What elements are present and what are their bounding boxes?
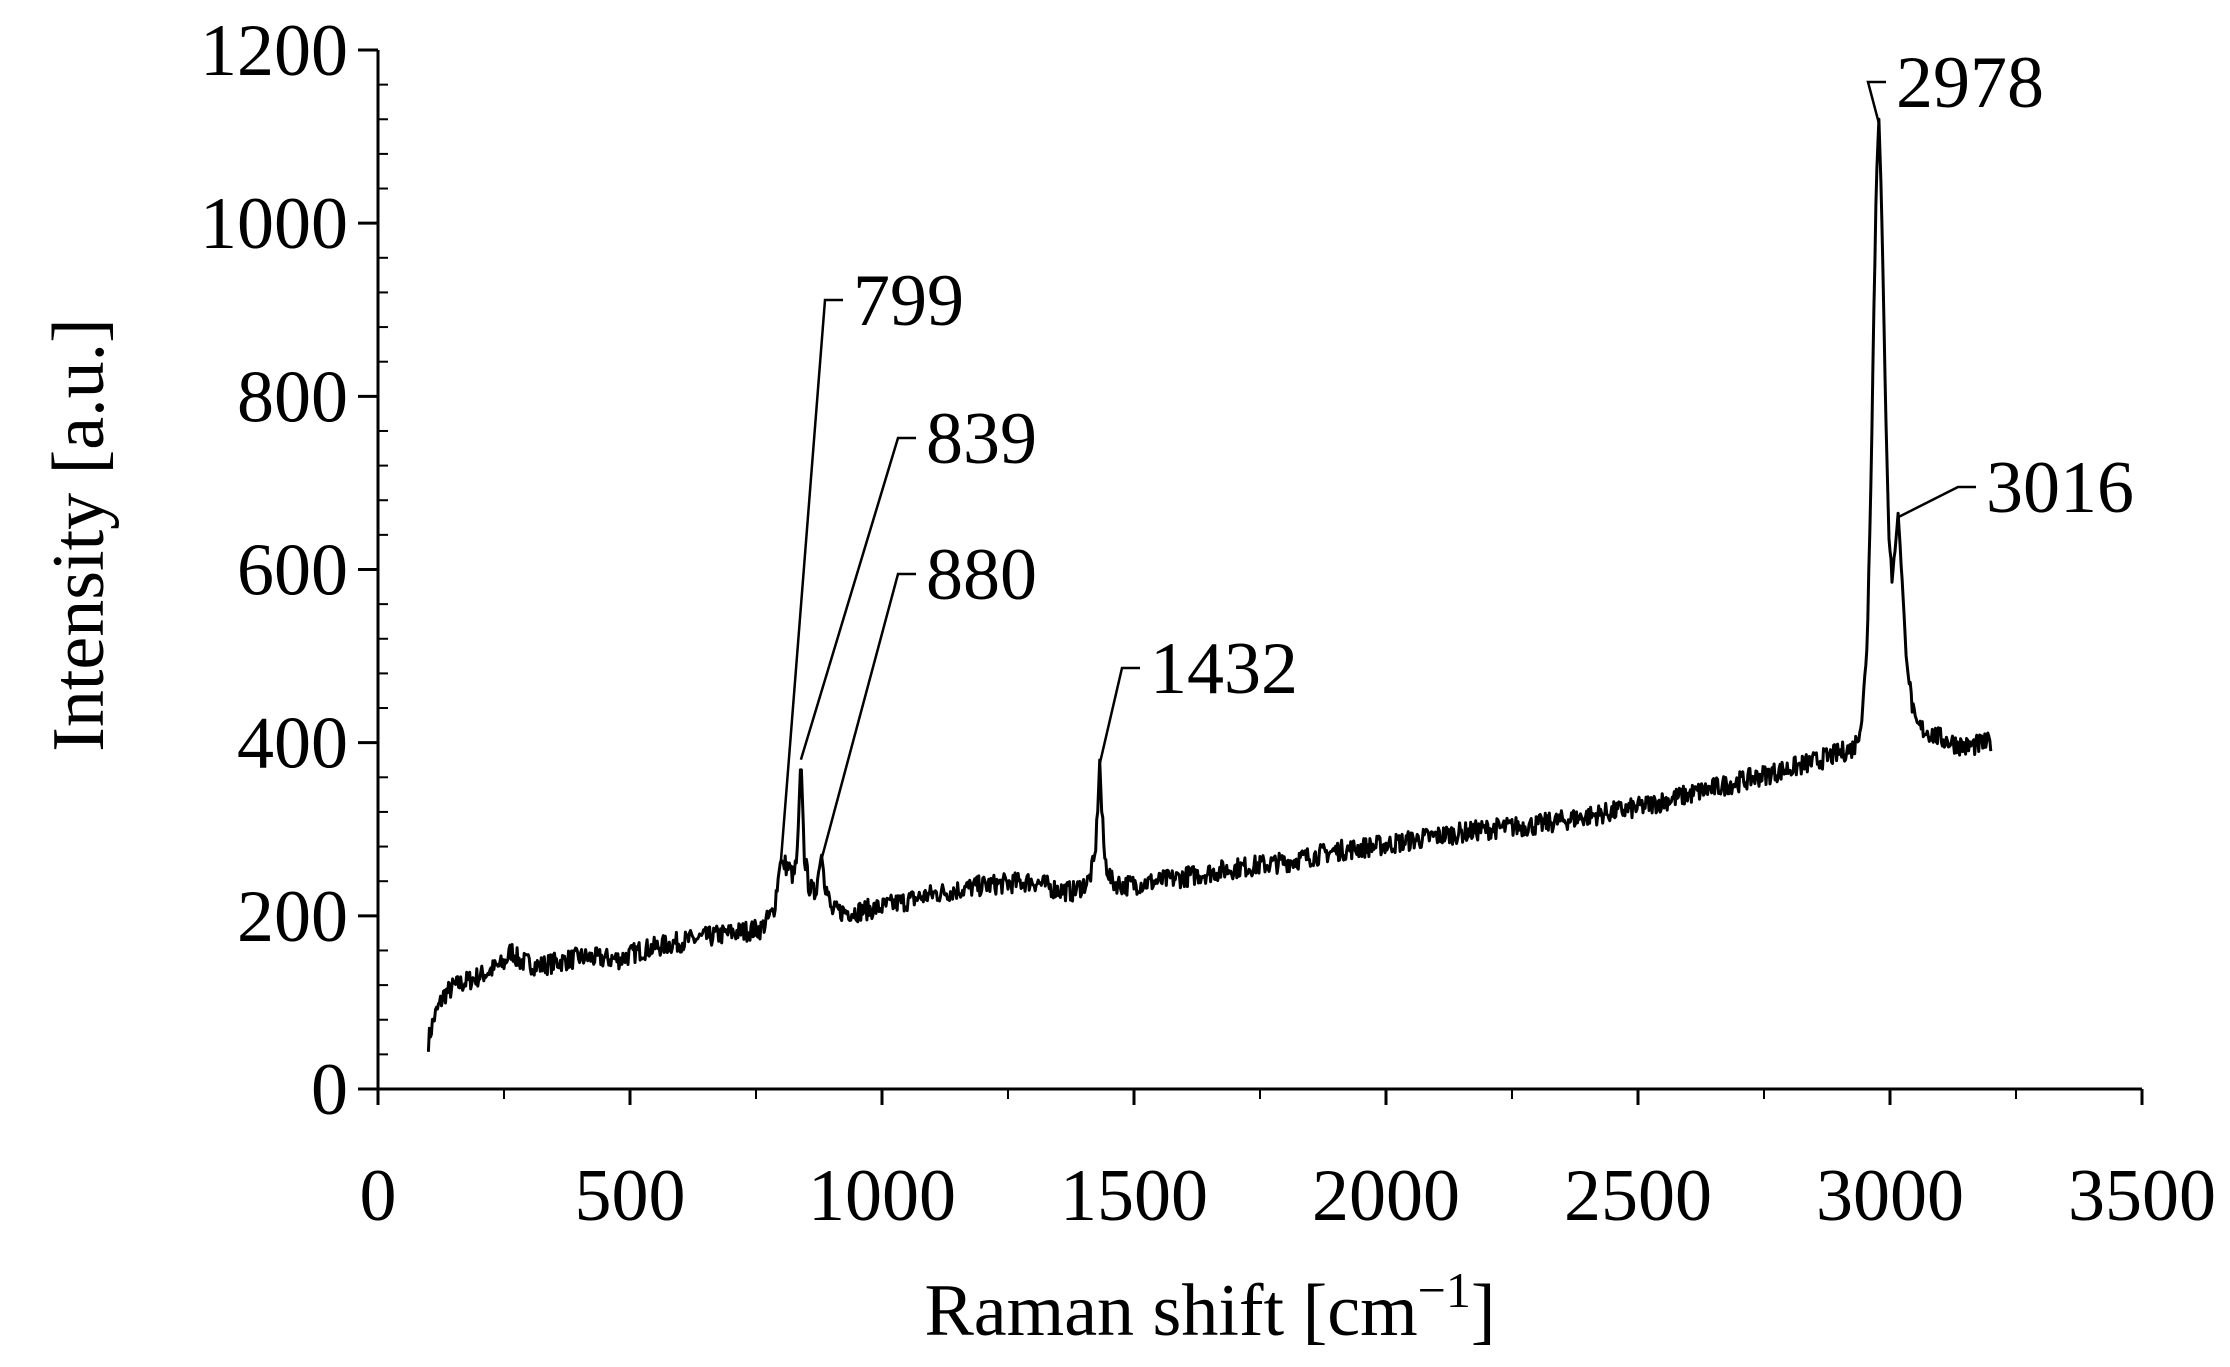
spectrum-line — [426, 117, 1993, 1052]
ticks: 0 200 400 600 800 1000 1200 0 500 1000 1500 2000 250… — [200, 10, 2216, 1237]
y-tick-label: 200 — [237, 876, 348, 958]
y-axis-title: Intensity [a.u.] — [38, 318, 120, 752]
x-axis-title-main: Raman shift [cm — [924, 1270, 1417, 1352]
x-tick-label: 0 — [360, 1155, 397, 1237]
y-tick-label: 1000 — [200, 183, 348, 265]
annotation-layer: 799 839 880 1432 2978 3016 — [779, 42, 2134, 864]
peak-leader-line — [1866, 80, 1886, 124]
peak-leader-line — [820, 572, 916, 860]
peak-leader-line — [799, 436, 916, 761]
peak-leader-line — [779, 298, 843, 864]
x-tick-label: 2000 — [1312, 1155, 1460, 1237]
x-axis-title-end: ] — [1471, 1270, 1496, 1352]
x-tick-label: 3000 — [1816, 1155, 1964, 1237]
peak-label: 1432 — [1150, 628, 1298, 710]
x-tick-label: 2500 — [1564, 1155, 1712, 1237]
peak-label: 839 — [926, 398, 1037, 480]
x-tick-label: 3500 — [2068, 1155, 2216, 1237]
y-tick-label: 800 — [237, 356, 348, 438]
y-tick-label: 1200 — [200, 10, 348, 92]
series-layer — [426, 117, 1993, 1052]
peak-label: 2978 — [1896, 42, 2044, 124]
peak-leader-line — [1897, 485, 1976, 519]
y-tick-label: 400 — [237, 703, 348, 785]
y-tick-label: 600 — [237, 530, 348, 612]
x-tick-label: 1000 — [808, 1155, 956, 1237]
peak-label: 3016 — [1986, 447, 2134, 529]
peak-leader-line — [1098, 666, 1140, 765]
x-tick-label: 500 — [575, 1155, 686, 1237]
peak-label: 880 — [926, 534, 1037, 616]
x-axis-title-superscript: −1 — [1418, 1262, 1471, 1318]
x-tick-label: 1500 — [1060, 1155, 1208, 1237]
y-tick-label: 0 — [311, 1049, 348, 1131]
x-axis-title: Raman shift [cm−1] — [924, 1262, 1495, 1352]
peak-label: 799 — [853, 260, 964, 342]
